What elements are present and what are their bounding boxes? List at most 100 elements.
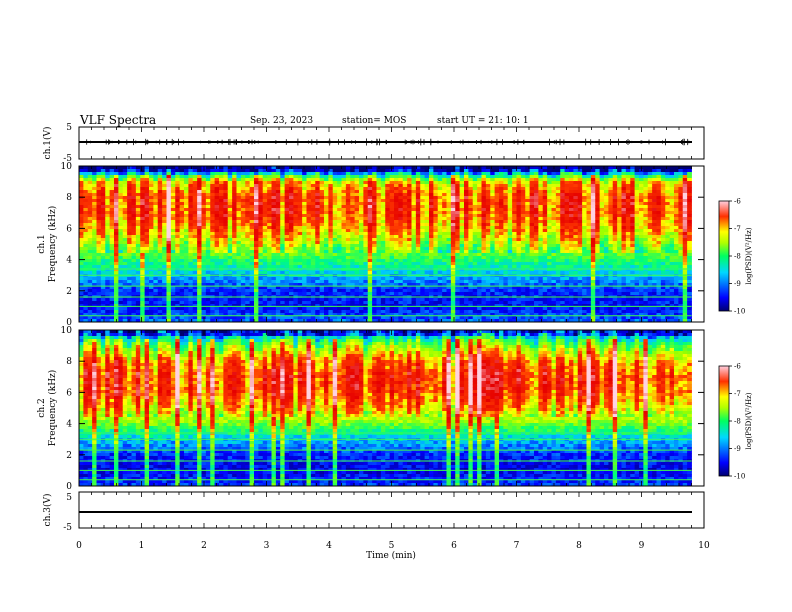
spectrogram-cell	[271, 247, 277, 251]
spectrogram-cell	[188, 184, 194, 188]
spectrogram-cell	[319, 256, 325, 260]
spectrogram-cell	[389, 202, 395, 206]
spectrogram-cell	[157, 307, 163, 311]
spectrogram-cell	[144, 214, 150, 218]
spectrogram-cell	[144, 226, 150, 230]
spectrogram-cell	[105, 268, 111, 272]
spectrogram-cell	[455, 214, 461, 218]
spectrogram-cell	[127, 196, 132, 200]
spectrogram-cell	[267, 217, 272, 221]
spectrogram-cell	[354, 214, 360, 218]
spectrogram-cell	[87, 310, 93, 314]
spectrogram-cell	[105, 256, 111, 260]
spectrogram-cell	[184, 253, 189, 257]
spectrogram-cell	[127, 184, 132, 188]
spectrogram-cell	[297, 232, 303, 236]
spectrogram-cell	[415, 187, 421, 191]
spectrogram-cell	[319, 178, 325, 182]
spectrogram-cell	[284, 265, 290, 269]
spectrogram-cell	[459, 256, 465, 260]
spectrogram-cell	[219, 250, 224, 254]
spectrogram-cell	[394, 316, 399, 320]
spectrogram-cell	[297, 175, 303, 179]
spectrogram-cell	[472, 307, 478, 311]
spectrogram-cell	[459, 232, 465, 236]
spectrogram-cell	[297, 181, 303, 185]
spectrogram-cell	[105, 223, 111, 227]
spectrogram-cell	[122, 244, 128, 248]
spectrogram-cell	[464, 238, 469, 242]
spectrogram-cell	[289, 223, 294, 227]
spectrogram-cell	[341, 193, 347, 197]
spectrogram-cell	[306, 178, 312, 182]
spectrogram-cell	[214, 250, 220, 254]
spectrogram-cell	[429, 232, 434, 236]
spectrogram-cell	[337, 166, 342, 170]
spectrogram-cell	[310, 187, 316, 191]
spectrogram-cell	[170, 319, 176, 323]
spectrogram-cell	[315, 268, 321, 272]
spectrogram-cell	[450, 166, 456, 170]
spectrogram-cell	[192, 319, 198, 323]
spectrogram-cell	[100, 232, 106, 236]
spectrogram-cell	[394, 244, 399, 248]
spectrogram-cell	[127, 310, 132, 314]
spectrogram-cell	[92, 175, 97, 179]
spectrogram-cell	[166, 262, 172, 266]
spectrogram-cell	[192, 178, 198, 182]
spectrogram-cell	[92, 169, 97, 173]
spectrogram-cell	[245, 229, 251, 233]
spectrogram-cell	[249, 181, 255, 185]
spectrogram-cell	[184, 166, 189, 170]
spectrogram-cell	[192, 211, 198, 215]
spectrogram-cell	[289, 235, 294, 239]
spectrogram-cell	[214, 205, 220, 209]
spectrogram-cell	[87, 223, 93, 227]
spectrogram-cell	[249, 190, 255, 194]
spectrogram-cell	[324, 184, 329, 188]
spectrogram-cell	[245, 178, 251, 182]
spectrogram-cell	[433, 172, 439, 176]
spectrogram-cell	[293, 301, 299, 305]
spectrogram-cell	[245, 286, 251, 290]
spectrogram-cell	[332, 199, 338, 203]
spectrogram-cell	[477, 265, 482, 269]
spectrogram-cell	[341, 319, 347, 323]
spectrogram-cell	[324, 166, 329, 170]
spectrogram-cell	[289, 172, 294, 176]
spectrogram-cell	[219, 247, 224, 251]
spectrogram-cell	[310, 238, 316, 242]
spectrogram-cell	[219, 292, 224, 296]
spectrogram-cell	[341, 214, 347, 218]
spectrogram-cell	[407, 196, 412, 200]
spectrogram-cell	[477, 307, 482, 311]
spectrogram-cell	[122, 190, 128, 194]
spectrogram-cell	[284, 211, 290, 215]
spectrogram-cell	[144, 265, 150, 269]
spectrogram-cell	[455, 229, 461, 233]
spectrogram-cell	[284, 184, 290, 188]
spectrogram-cell	[205, 181, 211, 185]
spectrogram-cell	[402, 238, 408, 242]
spectrogram-cell	[481, 310, 487, 314]
spectrogram-cell	[205, 172, 211, 176]
spectrogram-cell	[201, 172, 207, 176]
spectrogram-cell	[205, 289, 211, 293]
spectrogram-cell	[472, 289, 478, 293]
spectrogram-cell	[166, 208, 172, 212]
spectrogram-cell	[376, 178, 382, 182]
spectrogram-cell	[205, 265, 211, 269]
spectrogram-cell	[92, 241, 97, 245]
spectrogram-cell	[210, 235, 216, 239]
spectrogram-cell	[280, 217, 286, 221]
spectrogram-cell	[170, 304, 176, 308]
spectrogram-cell	[477, 196, 482, 200]
spectrogram-cell	[144, 199, 150, 203]
spectrogram-cell	[284, 178, 290, 182]
spectrogram-cell	[433, 223, 439, 227]
spectrogram-cell	[127, 265, 132, 269]
spectrogram-cell	[407, 202, 412, 206]
spectrogram-cell	[337, 181, 342, 185]
spectrogram-cell	[254, 211, 259, 215]
spectrogram-cell	[240, 169, 246, 173]
